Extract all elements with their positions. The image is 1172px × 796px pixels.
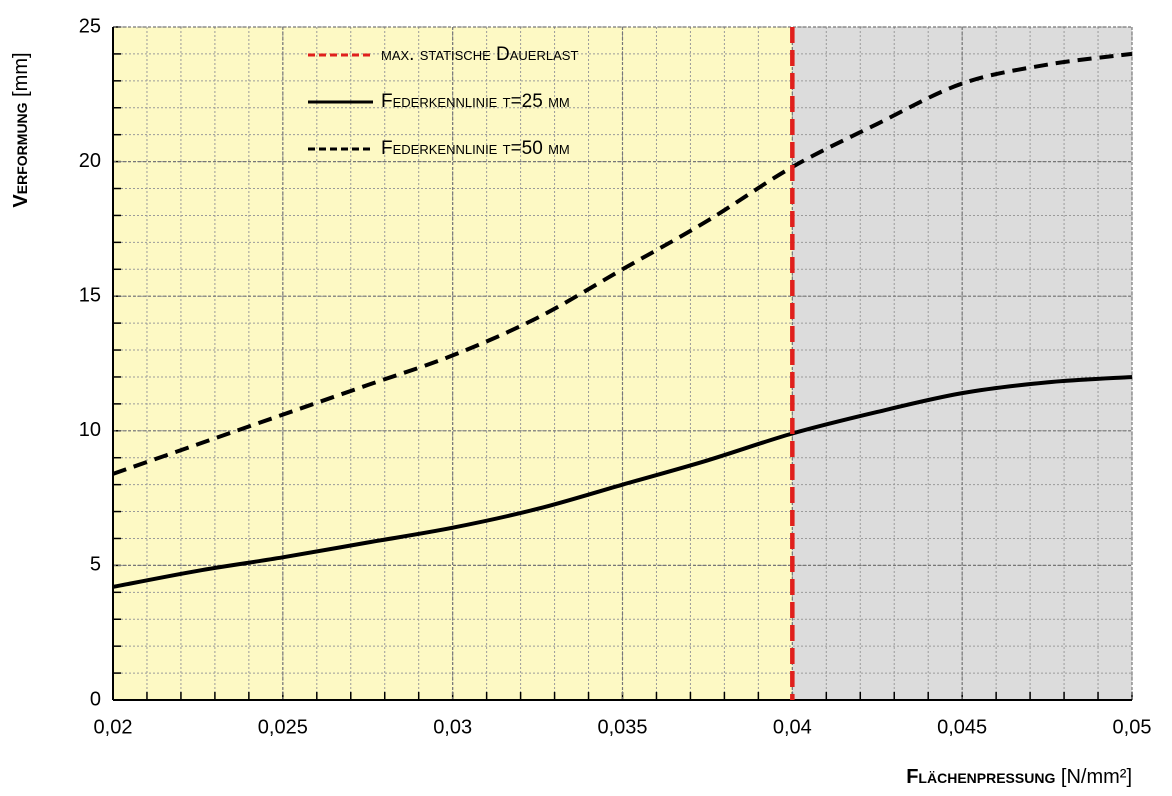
y-label-unit: [mm]	[10, 52, 32, 96]
x-tick-label: 0,045	[937, 716, 987, 738]
x-label: Flächenpressung	[906, 766, 1055, 788]
legend-label: Federkennlinie t=25 mm	[381, 91, 570, 112]
series-line	[112, 51, 1133, 476]
x-tick-label: 0,025	[258, 716, 308, 738]
marks	[112, 27, 1133, 700]
legend-label: Federkennlinie t=50 mm	[381, 138, 570, 159]
x-tick-label: 0,035	[597, 716, 647, 738]
series-line	[112, 374, 1133, 589]
legend: max. statische Dauerlast Federkennlinie t…	[308, 44, 578, 159]
legend-label: max. statische Dauerlast	[381, 44, 578, 65]
y-tick-label: 5	[90, 554, 101, 576]
x-label-unit: [N/mm²]	[1061, 766, 1132, 788]
x-tick-label: 0,02	[94, 716, 133, 738]
y-tick-label: 15	[79, 284, 101, 306]
y-axis-label: Verformung [mm]	[10, 52, 32, 207]
y-tick-label: 10	[79, 419, 101, 441]
y-label: Verformung	[10, 102, 32, 207]
x-axis-label: Flächenpressung [N/mm²]	[906, 766, 1132, 788]
x-tick-label: 0,05	[1113, 716, 1152, 738]
y-tick-label: 0	[90, 688, 101, 710]
y-tick-label: 20	[79, 150, 101, 172]
x-tick-label: 0,04	[773, 716, 812, 738]
x-tick-label: 0,03	[433, 716, 472, 738]
y-tick-label: 25	[79, 15, 101, 37]
